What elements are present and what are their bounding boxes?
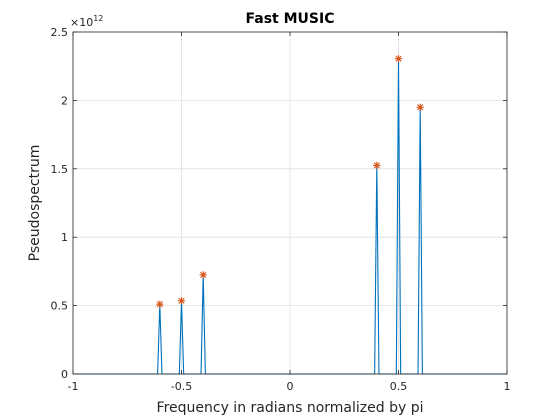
y-axis-label: Pseudospectrum bbox=[27, 145, 43, 262]
y-axis-exponent: ×1012 bbox=[70, 14, 103, 29]
chart-title: Fast MUSIC bbox=[246, 11, 335, 27]
y-axis-exponent-base: ×10 bbox=[70, 16, 93, 29]
peak-marker bbox=[394, 55, 403, 63]
x-tick-label: 0 bbox=[287, 380, 294, 393]
ticks: -1 -0.5 0 0.5 1 0 0.5 1 1.5 2 2.5 bbox=[51, 26, 511, 393]
peak-marker bbox=[199, 271, 207, 279]
y-tick-label: 0 bbox=[61, 368, 68, 381]
y-tick-label: 1 bbox=[61, 231, 68, 244]
peak-marker bbox=[373, 161, 381, 169]
y-tick-label: 0.5 bbox=[51, 300, 69, 313]
x-tick-label: 1 bbox=[504, 380, 511, 393]
x-tick-label: -1 bbox=[68, 380, 79, 393]
y-tick-label: 2 bbox=[61, 94, 68, 107]
y-tick-label: 2.5 bbox=[51, 26, 69, 39]
peak-marker bbox=[177, 297, 186, 305]
x-tick-label: 0.5 bbox=[390, 380, 408, 393]
peaks-layer bbox=[156, 55, 424, 308]
y-tick-label: 1.5 bbox=[51, 163, 69, 176]
x-axis-label: Frequency in radians normalized by pi bbox=[157, 400, 424, 416]
y-axis-exponent-power: 12 bbox=[93, 14, 103, 23]
peak-marker bbox=[416, 103, 424, 111]
x-tick-label: -0.5 bbox=[171, 380, 192, 393]
peak-marker bbox=[156, 300, 164, 308]
